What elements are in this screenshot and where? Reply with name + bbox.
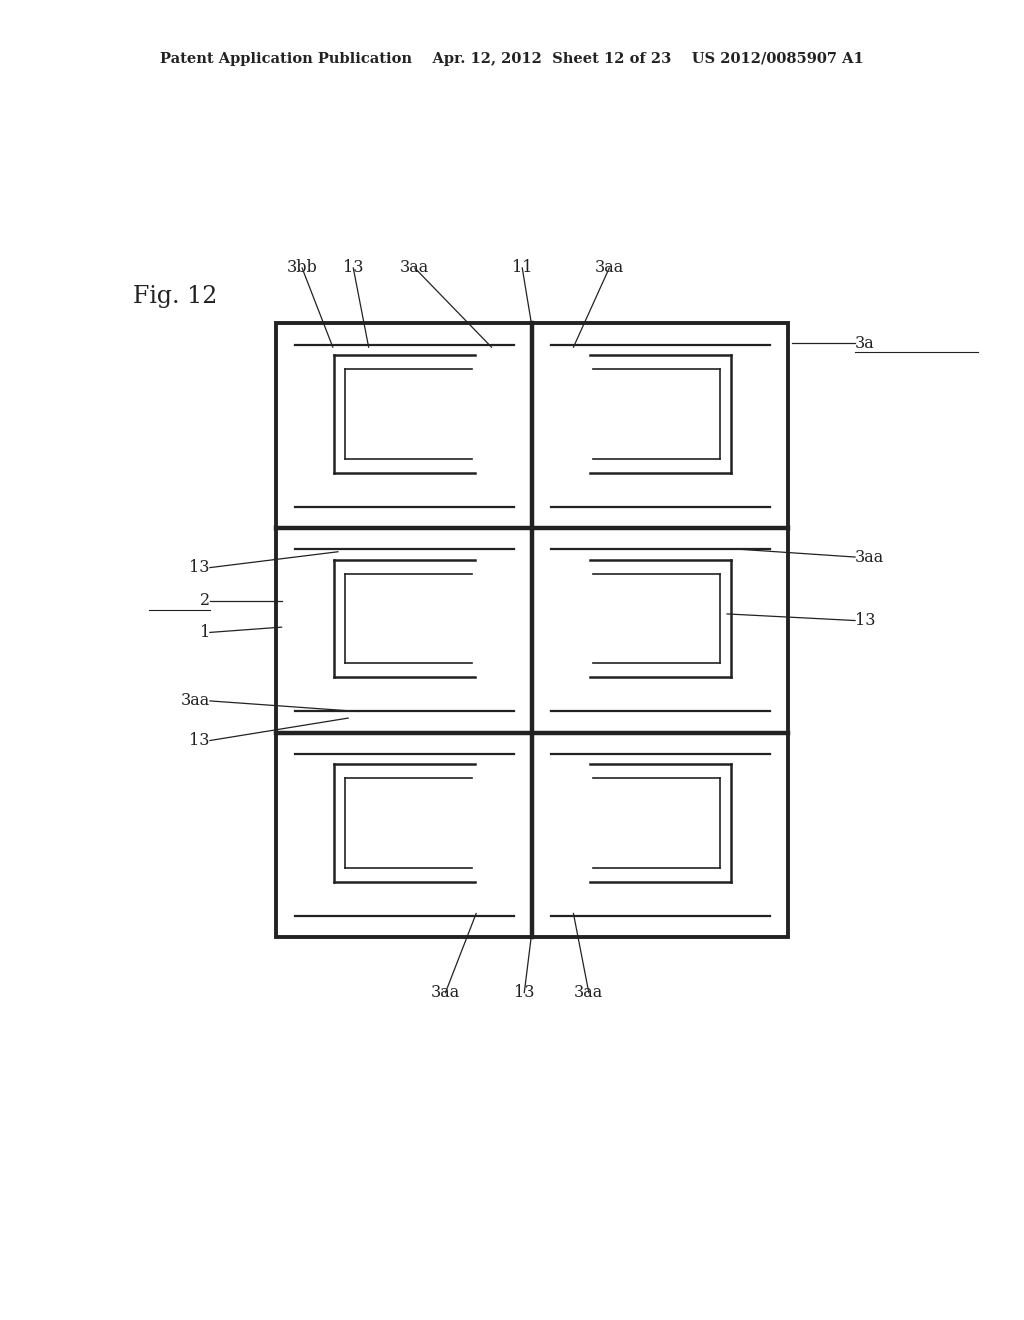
Text: 1: 1 bbox=[200, 624, 210, 642]
Text: Fig. 12: Fig. 12 bbox=[133, 285, 217, 309]
Text: 3a: 3a bbox=[855, 335, 874, 351]
Bar bbox=[276, 323, 788, 937]
Text: 3aa: 3aa bbox=[574, 985, 603, 1001]
Text: 3bb: 3bb bbox=[287, 260, 317, 276]
Text: 13: 13 bbox=[514, 985, 535, 1001]
Text: 3aa: 3aa bbox=[595, 260, 624, 276]
Text: Patent Application Publication    Apr. 12, 2012  Sheet 12 of 23    US 2012/00859: Patent Application Publication Apr. 12, … bbox=[160, 53, 864, 66]
Text: 3aa: 3aa bbox=[400, 260, 429, 276]
Text: 13: 13 bbox=[343, 260, 364, 276]
Text: 2: 2 bbox=[200, 593, 210, 610]
Text: 3aa: 3aa bbox=[855, 549, 885, 565]
Text: 13: 13 bbox=[855, 612, 876, 630]
Text: 3aa: 3aa bbox=[431, 985, 460, 1001]
Text: 3aa: 3aa bbox=[180, 693, 210, 709]
Text: 13: 13 bbox=[189, 560, 210, 576]
Text: 11: 11 bbox=[512, 260, 532, 276]
Text: 13: 13 bbox=[189, 733, 210, 748]
